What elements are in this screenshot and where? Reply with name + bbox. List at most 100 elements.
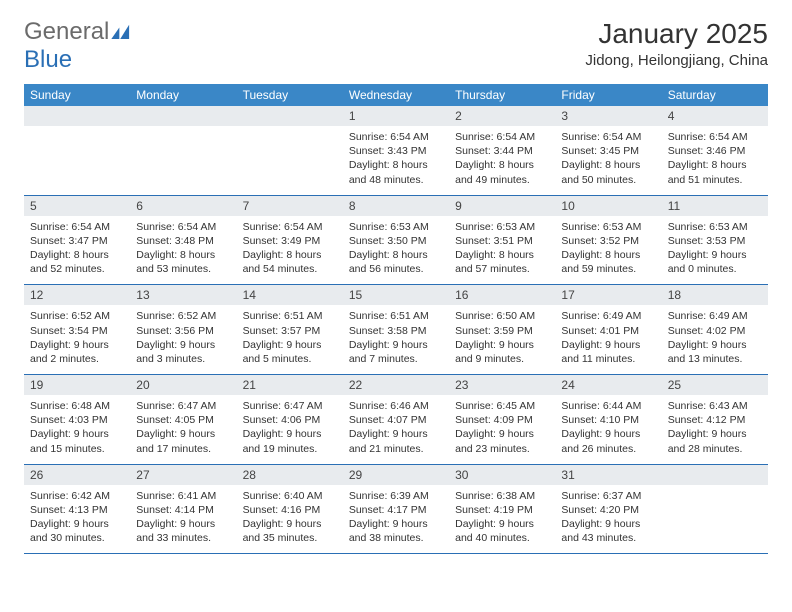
daylight-text-1: Daylight: 9 hours: [455, 517, 549, 531]
daylight-text-2: and 26 minutes.: [561, 442, 655, 456]
day-detail: Sunrise: 6:45 AMSunset: 4:09 PMDaylight:…: [449, 395, 555, 464]
daylight-text-2: and 54 minutes.: [243, 262, 337, 276]
day-header: Wednesday: [343, 84, 449, 106]
day-number: 2: [449, 106, 555, 126]
daylight-text-2: and 43 minutes.: [561, 531, 655, 545]
daylight-text-1: Daylight: 9 hours: [349, 427, 443, 441]
day-detail: Sunrise: 6:47 AMSunset: 4:05 PMDaylight:…: [130, 395, 236, 464]
daylight-text-2: and 13 minutes.: [668, 352, 762, 366]
daylight-text-2: and 17 minutes.: [136, 442, 230, 456]
day-number-row: 1234: [24, 106, 768, 126]
day-number: 21: [237, 375, 343, 395]
day-detail: Sunrise: 6:43 AMSunset: 4:12 PMDaylight:…: [662, 395, 768, 464]
day-number: 1: [343, 106, 449, 126]
day-number: 26: [24, 465, 130, 485]
sunset-text: Sunset: 4:09 PM: [455, 413, 549, 427]
sunrise-text: Sunrise: 6:53 AM: [455, 220, 549, 234]
daylight-text-1: Daylight: 8 hours: [243, 248, 337, 262]
day-header: Monday: [130, 84, 236, 106]
sunset-text: Sunset: 4:20 PM: [561, 503, 655, 517]
daylight-text-2: and 15 minutes.: [30, 442, 124, 456]
day-number-row: 567891011: [24, 195, 768, 216]
day-content-row: Sunrise: 6:42 AMSunset: 4:13 PMDaylight:…: [24, 485, 768, 554]
sunset-text: Sunset: 4:02 PM: [668, 324, 762, 338]
daylight-text-1: Daylight: 9 hours: [30, 517, 124, 531]
sunrise-text: Sunrise: 6:54 AM: [455, 130, 549, 144]
day-content-row: Sunrise: 6:54 AM Sunset: 3:43 PM Daylight:…: [24, 126, 768, 195]
sunrise-text: Sunrise: 6:44 AM: [561, 399, 655, 413]
day-number: 27: [130, 465, 236, 485]
sunset-text: Sunset: 3:43 PM: [349, 144, 443, 158]
sunrise-text: Sunrise: 6:52 AM: [30, 309, 124, 323]
daylight-text-1: Daylight: 9 hours: [349, 338, 443, 352]
day-number-row: 12131415161718: [24, 285, 768, 306]
sunrise-text: Sunrise: 6:54 AM: [30, 220, 124, 234]
day-number: 22: [343, 375, 449, 395]
sunset-text: Sunset: 3:49 PM: [243, 234, 337, 248]
day-detail: Sunrise: 6:54 AMSunset: 3:44 PMDaylight:…: [449, 126, 555, 195]
day-number: 5: [24, 196, 130, 216]
day-detail: Sunrise: 6:54 AMSunset: 3:47 PMDaylight:…: [24, 216, 130, 285]
daylight-text-1: Daylight: 9 hours: [243, 517, 337, 531]
day-number: 4: [662, 106, 768, 126]
day-detail: Sunrise: 6:49 AMSunset: 4:02 PMDaylight:…: [662, 305, 768, 374]
day-number: [24, 106, 130, 126]
sunset-text: Sunset: 3:51 PM: [455, 234, 549, 248]
daylight-text-2: and 23 minutes.: [455, 442, 549, 456]
sunrise-text: Sunrise: 6:47 AM: [243, 399, 337, 413]
logo-mark-icon: [111, 18, 133, 46]
sunset-text: Sunset: 3:47 PM: [30, 234, 124, 248]
daylight-text-2: and 48 minutes.: [349, 173, 443, 187]
logo: GeneralBlue: [24, 18, 133, 74]
daylight-text-1: Daylight: 9 hours: [561, 338, 655, 352]
sunset-text: Sunset: 4:19 PM: [455, 503, 549, 517]
day-detail: Sunrise: 6:54 AMSunset: 3:48 PMDaylight:…: [130, 216, 236, 285]
day-number: 19: [24, 375, 130, 395]
day-detail: Sunrise: 6:53 AMSunset: 3:53 PMDaylight:…: [662, 216, 768, 285]
day-number: [237, 106, 343, 126]
day-number-row: 19202122232425: [24, 375, 768, 396]
sunrise-text: Sunrise: 6:53 AM: [561, 220, 655, 234]
sunrise-text: Sunrise: 6:40 AM: [243, 489, 337, 503]
day-number: [662, 465, 768, 485]
sunset-text: Sunset: 3:46 PM: [668, 144, 762, 158]
daylight-text-2: and 19 minutes.: [243, 442, 337, 456]
daylight-text-2: and 0 minutes.: [668, 262, 762, 276]
daylight-text-2: and 57 minutes.: [455, 262, 549, 276]
sunrise-text: Sunrise: 6:53 AM: [349, 220, 443, 234]
day-detail: Sunrise: 6:44 AMSunset: 4:10 PMDaylight:…: [555, 395, 661, 464]
day-detail: [237, 126, 343, 186]
sunrise-text: Sunrise: 6:37 AM: [561, 489, 655, 503]
day-number: 13: [130, 285, 236, 305]
daylight-text-1: Daylight: 9 hours: [30, 427, 124, 441]
header: GeneralBlue January 2025 Jidong, Heilong…: [24, 18, 768, 74]
daylight-text-1: Daylight: 9 hours: [136, 338, 230, 352]
daylight-text-2: and 7 minutes.: [349, 352, 443, 366]
sunset-text: Sunset: 3:52 PM: [561, 234, 655, 248]
daylight-text-1: Daylight: 9 hours: [561, 427, 655, 441]
day-detail: Sunrise: 6:50 AMSunset: 3:59 PMDaylight:…: [449, 305, 555, 374]
day-detail: Sunrise: 6:53 AMSunset: 3:52 PMDaylight:…: [555, 216, 661, 285]
daylight-text-2: and 3 minutes.: [136, 352, 230, 366]
sunset-text: Sunset: 4:17 PM: [349, 503, 443, 517]
day-detail: [24, 126, 130, 186]
sunset-text: Sunset: 4:06 PM: [243, 413, 337, 427]
day-content-row: Sunrise: 6:48 AMSunset: 4:03 PMDaylight:…: [24, 395, 768, 464]
daylight-text-2: and 49 minutes.: [455, 173, 549, 187]
day-detail: Sunrise: 6:37 AMSunset: 4:20 PMDaylight:…: [555, 485, 661, 554]
daylight-text-1: Daylight: 9 hours: [30, 338, 124, 352]
day-number: 10: [555, 196, 661, 216]
daylight-text-1: Daylight: 8 hours: [668, 158, 762, 172]
day-number: 24: [555, 375, 661, 395]
daylight-text-1: Daylight: 9 hours: [243, 338, 337, 352]
day-number: 18: [662, 285, 768, 305]
location-text: Jidong, Heilongjiang, China: [585, 52, 768, 69]
daylight-text-2: and 53 minutes.: [136, 262, 230, 276]
daylight-text-2: and 50 minutes.: [561, 173, 655, 187]
daylight-text-2: and 35 minutes.: [243, 531, 337, 545]
daylight-text-1: Daylight: 8 hours: [561, 158, 655, 172]
day-detail: Sunrise: 6:53 AMSunset: 3:51 PMDaylight:…: [449, 216, 555, 285]
sunset-text: Sunset: 4:07 PM: [349, 413, 443, 427]
daylight-text-1: Daylight: 8 hours: [349, 248, 443, 262]
daylight-text-1: Daylight: 9 hours: [561, 517, 655, 531]
